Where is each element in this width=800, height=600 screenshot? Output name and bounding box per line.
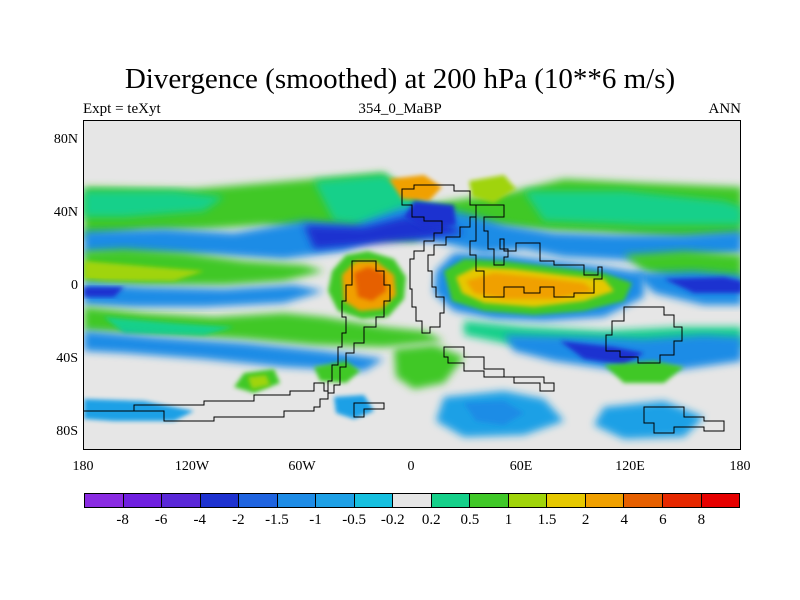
colorbar-swatch [393,494,432,507]
colorbar-label: -1 [309,512,322,528]
colorbar-label: -1.5 [265,512,289,528]
experiment-label: Expt = teXyt [83,101,161,117]
colorbar-swatch [200,494,240,507]
colorbar-swatch [123,494,163,507]
colorbar-swatch [277,494,317,507]
divergence-map [83,120,741,450]
colorbar-swatch [701,494,740,507]
period-label: 354_0_MaBP [358,101,442,117]
lat-tick-80s: 80S [56,424,78,439]
lon-tick-0: 0 [407,459,415,474]
colorbar-swatch [470,494,509,507]
map-title: Divergence (smoothed) at 200 hPa (10**6 … [124,63,676,95]
lat-tick-80n: 80N [53,132,78,147]
colorbar-swatch [585,494,625,507]
colorbar-label: 6 [659,512,667,528]
asia-outline [469,204,603,298]
pacific-island-outline [643,406,725,434]
colorbar-swatch [85,494,124,507]
colorbar-swatch [662,494,702,507]
colorbar-label: -0.5 [342,512,366,528]
land-outline [84,184,725,434]
lat-tick-eq: 0 [71,278,78,293]
colorbar-label: -8 [116,512,129,528]
colorbar-swatch [431,494,471,507]
lon-tick-120w: 120W [174,459,210,474]
colorbar-swatch [162,494,201,507]
south-america-outline [327,260,391,394]
season-label: ANN [708,101,742,117]
lon-tick-60e: 60E [509,459,533,474]
colorbar-label: -2 [232,512,245,528]
colorbar-swatch [508,494,548,507]
east-asia-outline [443,346,555,392]
lon-tick-180w: 180 [72,459,94,474]
colorbar-swatch [316,494,355,507]
colorbar-label: 8 [697,512,706,528]
antarctica-outline [84,382,329,422]
colorbar-label: -6 [154,512,168,528]
colorbar-swatch [624,494,663,507]
lon-tick-180e: 180 [729,459,751,474]
lon-tick-120e: 120E [615,459,645,474]
colorbar-label: 2 [581,512,590,528]
colorbar-swatch [239,494,278,507]
colorbar-label: -0.2 [380,512,405,528]
colorbar [84,493,740,508]
africa-eurasia-outline [401,184,477,334]
divergence-field [84,121,740,449]
lat-tick-40s: 40S [56,351,78,366]
colorbar-label: 1.5 [537,512,557,528]
colorbar-label: -4 [193,512,207,528]
lat-tick-40n: 40N [53,205,78,220]
lon-tick-60w: 60W [288,459,316,474]
colorbar-swatch [354,494,394,507]
australia-outline [605,306,683,364]
colorbar-label: 0.5 [460,512,480,528]
colorbar-label: 4 [620,512,628,528]
colorbar-label: 0.2 [421,512,441,528]
colorbar-swatch [547,494,586,507]
colorbar-label: 1 [504,512,513,528]
